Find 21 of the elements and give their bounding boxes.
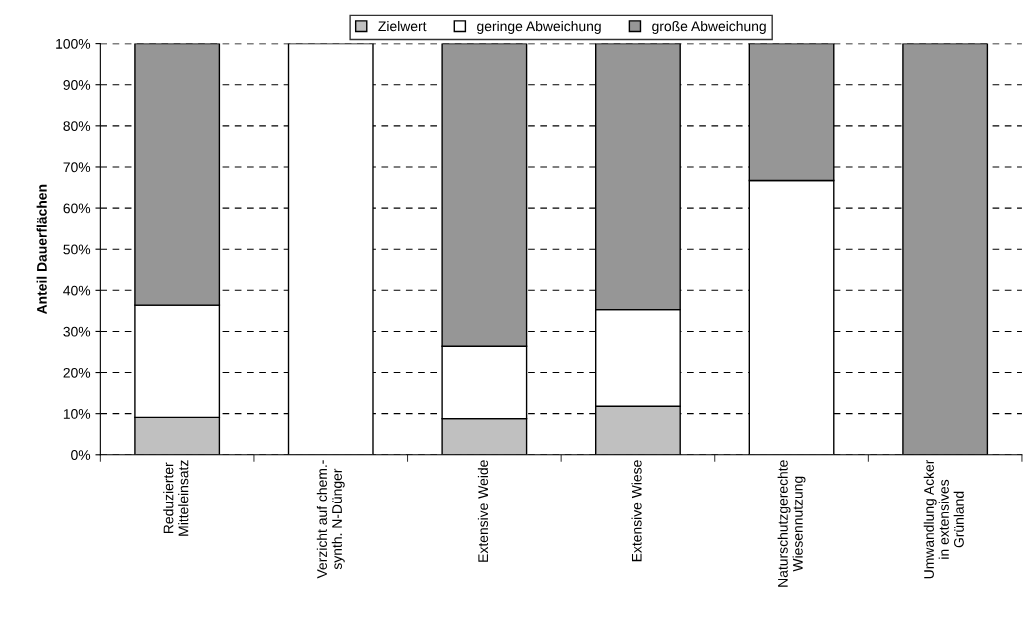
- y-tick-label: 70%: [63, 162, 91, 173]
- x-tick-label: Reduzierter Mitteleinsatz: [163, 460, 189, 536]
- y-tick-label: 50%: [63, 244, 91, 255]
- y-tick-label: 80%: [63, 121, 91, 132]
- legend-label: große Abweichung: [652, 21, 766, 34]
- y-tick-label: 0%: [71, 450, 91, 460]
- y-tick-label: 60%: [63, 203, 91, 214]
- x-tick-label: Naturschutzgerechte Wiesennutzung: [777, 460, 806, 587]
- legend-label: geringe Abweichung: [477, 21, 601, 34]
- x-tick-label: Verzicht auf chem.- synth. N-Dünger: [316, 460, 345, 579]
- x-tick-label: Extensive Weide: [477, 460, 489, 562]
- y-tick-label: 20%: [63, 367, 91, 378]
- y-tick-label: 90%: [63, 80, 91, 90]
- y-tick-label: 100%: [56, 38, 91, 49]
- y-tick-label: 10%: [63, 409, 91, 419]
- y-tick-label: 40%: [63, 285, 91, 296]
- x-tick-label: Extensive Wiese: [631, 460, 642, 562]
- y-tick-label: 30%: [63, 326, 91, 337]
- legend-label: Zielwert: [378, 21, 427, 32]
- y-axis-title: Anteil Dauerflächen: [36, 184, 47, 315]
- x-tick-label: Umwandlung Acker in extensives Grünland: [923, 459, 964, 579]
